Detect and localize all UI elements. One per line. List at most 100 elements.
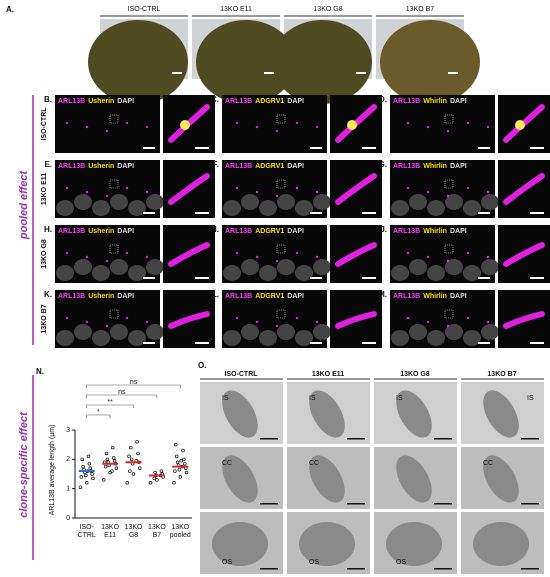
stain-word: DAPI xyxy=(117,293,134,300)
x-tick-label: 13KO G8 xyxy=(125,524,143,539)
panel-label: I. xyxy=(215,225,219,234)
x-tick-line: ISO- xyxy=(80,524,95,531)
point xyxy=(178,475,183,479)
nucleus xyxy=(463,265,481,281)
puncta xyxy=(145,190,149,194)
stain-word: DAPI xyxy=(287,293,304,300)
y-tick-label: 0 xyxy=(66,515,70,522)
x-tick-line: pooled xyxy=(170,532,191,539)
structure-label: IS xyxy=(396,395,403,402)
point xyxy=(111,456,116,460)
column-header: 13KO G8 xyxy=(313,6,342,13)
puncta xyxy=(446,324,450,328)
point xyxy=(87,461,92,466)
roi xyxy=(109,179,119,189)
nucleus xyxy=(259,200,277,216)
puncta xyxy=(315,190,319,194)
column-header: ISO-CTRL xyxy=(224,371,258,378)
puncta xyxy=(426,255,430,259)
row-label: ISO-CTRL xyxy=(41,107,48,141)
scale-bar xyxy=(521,438,539,440)
tem-structure xyxy=(222,455,258,503)
x-tick-line: 13KO xyxy=(171,524,189,531)
x-tick-line: CTRL xyxy=(78,532,96,539)
puncta xyxy=(426,190,430,194)
cilium xyxy=(503,311,545,329)
roi xyxy=(444,114,454,124)
stain-word: DAPI xyxy=(450,98,467,105)
roi xyxy=(276,244,286,254)
puncta xyxy=(315,125,319,129)
scale-bar xyxy=(478,277,490,279)
nucleus xyxy=(110,259,128,275)
puncta xyxy=(105,324,109,328)
organoid xyxy=(88,20,188,104)
scale-bar xyxy=(362,342,376,344)
scale-bar xyxy=(478,342,490,344)
scale-bar xyxy=(347,438,365,440)
nucleus xyxy=(481,259,499,275)
tem-structure xyxy=(212,522,268,566)
tem-structure xyxy=(483,390,519,438)
stain-word: Whirlin xyxy=(423,163,447,170)
y-tick-label: 3 xyxy=(66,427,70,434)
nucleus xyxy=(128,330,146,346)
point xyxy=(172,481,176,485)
puncta xyxy=(486,125,490,129)
cilium xyxy=(335,173,377,205)
point xyxy=(184,470,189,475)
puncta xyxy=(406,316,410,320)
cilium xyxy=(335,242,377,267)
stain-word: ARL13B xyxy=(393,98,420,105)
nucleus xyxy=(259,265,277,281)
row-label: 13KO E11 xyxy=(41,173,48,205)
panel-label: H. xyxy=(44,225,52,234)
puncta xyxy=(125,316,129,320)
nucleus xyxy=(313,259,331,275)
nucleus xyxy=(463,200,481,216)
nucleus xyxy=(481,324,499,340)
stain-word: DAPI xyxy=(117,228,134,235)
stain-word: ADGRV1 xyxy=(255,228,284,235)
puncta xyxy=(65,251,69,255)
scale-bar xyxy=(530,212,544,214)
nucleus xyxy=(463,330,481,346)
panel-label: E. xyxy=(44,160,52,169)
x-tick-label: 13KO B7 xyxy=(148,524,166,539)
point xyxy=(183,461,187,466)
stain-label: ARL13B Usherin DAPI xyxy=(58,163,134,170)
cilium xyxy=(168,311,210,329)
cilium xyxy=(503,173,545,205)
y-axis-title: ARL13B average length (µm) xyxy=(49,425,56,516)
puncta xyxy=(466,316,470,320)
column-header: 13KO E11 xyxy=(220,6,252,13)
point xyxy=(78,485,83,489)
structure-label: IS xyxy=(222,395,229,402)
nucleus xyxy=(74,259,92,275)
puncta xyxy=(446,129,450,133)
structure-label: IS xyxy=(309,395,316,402)
point xyxy=(102,478,106,482)
puncta xyxy=(315,255,319,259)
point xyxy=(81,464,85,469)
tem-structure xyxy=(483,455,519,503)
panel-label: M. xyxy=(378,290,387,299)
stain-word: Whirlin xyxy=(423,228,447,235)
puncta xyxy=(235,316,239,320)
panel-label: L. xyxy=(212,290,219,299)
scale-bar xyxy=(530,147,544,149)
puncta xyxy=(65,316,69,320)
structure-label: CC xyxy=(222,460,232,467)
x-tick-label: 13KO pooled xyxy=(170,524,191,539)
scale-bar xyxy=(310,212,322,214)
scale-bar xyxy=(434,438,452,440)
nucleus xyxy=(92,265,110,281)
roi xyxy=(276,179,286,189)
nucleus xyxy=(409,324,427,340)
roi xyxy=(276,114,286,124)
scale-bar xyxy=(195,147,209,149)
puncta xyxy=(295,186,299,190)
stain-word: DAPI xyxy=(287,163,304,170)
micrograph xyxy=(222,95,327,153)
